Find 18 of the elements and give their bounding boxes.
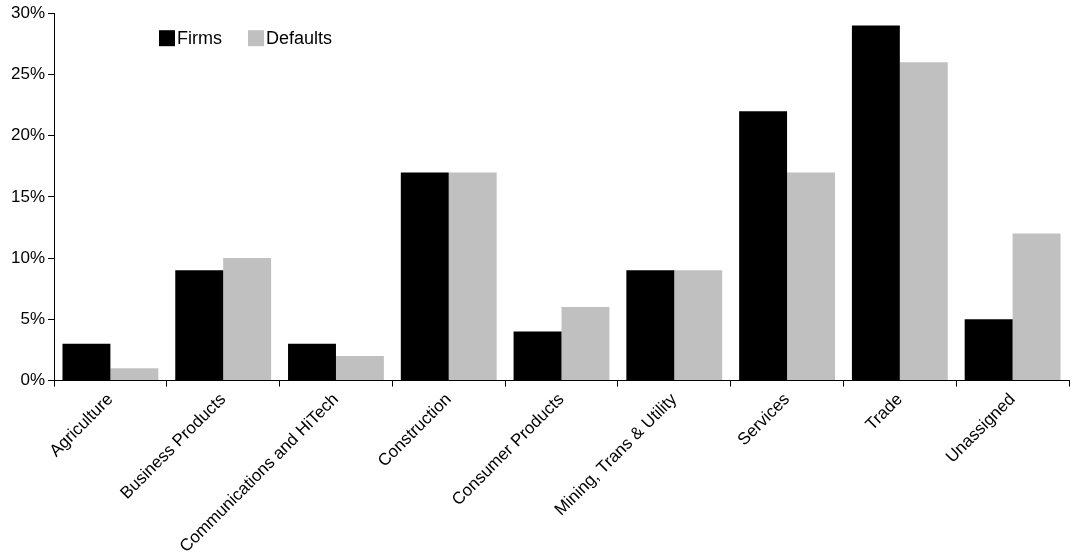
y-tick-label: 25%: [10, 64, 46, 84]
y-tick-label: 0%: [20, 370, 46, 390]
legend-label: Defaults: [266, 28, 333, 49]
bar: [674, 270, 723, 381]
bar: [223, 258, 272, 381]
bar: [110, 368, 159, 381]
y-tick-label: 15%: [10, 186, 46, 206]
y-tick-label: 5%: [20, 309, 46, 329]
bar: [1012, 233, 1061, 381]
y-tick-label: 30%: [10, 2, 46, 22]
bar: [899, 62, 948, 381]
bar: [335, 356, 384, 381]
bar: [448, 172, 497, 381]
y-tick-label: 20%: [10, 125, 46, 145]
bar: [561, 307, 610, 381]
bar: [787, 172, 835, 381]
y-tick-label: 10%: [10, 247, 46, 267]
legend-label: Firms: [177, 28, 223, 49]
